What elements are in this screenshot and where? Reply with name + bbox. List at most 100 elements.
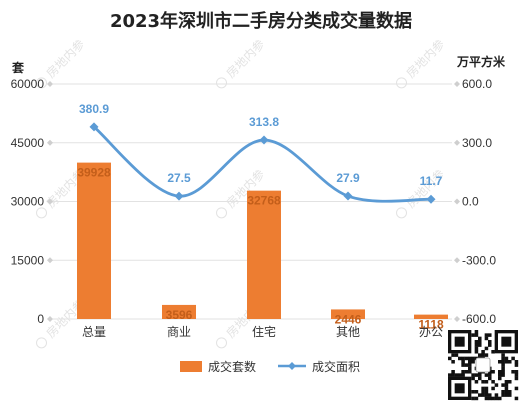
qr-module [458,356,462,361]
qr-module [454,353,459,357]
qr-module [508,380,512,384]
qr-module [484,353,489,357]
right-axis-unit: 万平方米 [456,54,506,69]
bar-series: 39928 3596 32768 2446 1118 [77,162,448,332]
qr-module [471,356,475,361]
qr-module [451,370,455,374]
qr-module [468,356,472,361]
bar-value-label: 1118 [418,318,444,332]
qr-module [488,396,492,401]
qr-module [481,353,485,357]
left-axis-unit: 套 [11,60,25,75]
qr-module [481,350,485,354]
watermark-text: 房地内参 [403,166,448,211]
qr-module [508,393,512,397]
line-value-label: 380.9 [79,102,109,116]
qr-module [471,396,475,401]
qr-module [474,390,479,394]
left-tick-label: 30000 [11,195,45,209]
watermark-icon [36,77,48,89]
qr-module [491,350,495,354]
watermark: 房地内参 [216,36,267,89]
qr-module [498,370,502,374]
qr-module [511,356,515,361]
qr-module [484,396,489,401]
qr-module [494,393,499,397]
qr-center-logo [475,357,491,373]
qr-module [488,333,492,337]
grid-marker-left [47,81,53,87]
qr-module [501,393,505,397]
qr-module [514,386,519,391]
qr-module [501,370,505,374]
watermark: 房地内参 [396,36,447,89]
right-tick-label: -600.0 [462,312,496,326]
legend-label-bar: 成交套数 [208,359,256,374]
qr-module [451,373,455,377]
qr-module [514,360,519,364]
category-labels: 总量 商业 住宅 其他 办公 [82,324,443,339]
left-tick-label: 45000 [11,136,45,150]
qr-module [491,380,495,384]
grid-marker-left [47,316,53,322]
qr-module [454,373,459,377]
grid-marker-right [454,316,460,322]
qr-module [448,373,452,377]
qr-module [471,373,475,377]
qr-module [474,340,479,344]
bar [162,304,196,319]
grid-marker-right [454,139,460,146]
bar-value-label: 3596 [166,308,193,322]
qr-module [481,380,485,384]
watermark-icon [216,207,228,219]
watermark-icon [36,207,48,219]
qr-module [511,370,515,374]
qr-module [484,390,489,394]
qr-module [474,333,479,337]
bar [247,190,281,319]
grid-marker-left [47,257,53,264]
qr-module [514,376,519,381]
qr-module [504,393,509,397]
qr-module [474,330,479,334]
bar [414,314,448,319]
qr-module [484,373,489,377]
legend-label-line: 成交面积 [312,359,360,374]
qr-module [484,393,489,397]
qr-module [478,336,482,341]
qr-module [504,386,509,391]
bar-value-label: 32768 [247,194,281,208]
qr-module [494,396,499,401]
qr-module [471,333,475,337]
right-tick-label: -300.0 [462,253,496,267]
watermark-icon [36,337,48,349]
category-label: 办公 [419,324,443,339]
qr-module [488,343,492,347]
watermark-icon [396,77,408,89]
watermark-icon [396,207,408,219]
qr-module [481,393,485,397]
qr-module [508,360,512,364]
qr-module [478,393,482,397]
qr-module [514,373,519,377]
qr-module [501,373,505,377]
qr-module [461,356,465,361]
qr-module [514,396,519,401]
line-point [426,194,436,204]
legend-swatch-bar [180,361,202,372]
category-label: 商业 [167,324,191,339]
qr-module [474,373,479,377]
line-point [343,191,353,201]
qr-module [474,343,479,347]
qr-module [504,356,509,361]
grid-marker-right [454,198,460,205]
qr-module [501,353,505,357]
line-value-label: 313.8 [249,115,279,129]
category-label: 总量 [82,325,106,339]
qr-module [458,373,462,377]
qr-module [478,343,482,347]
qr-module [464,370,469,374]
left-tick-label: 60000 [11,77,45,91]
qr-module [501,360,505,364]
